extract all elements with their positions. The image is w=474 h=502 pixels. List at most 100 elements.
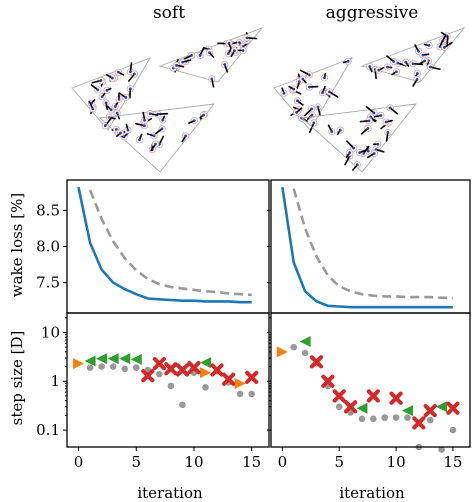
- turbine-dot: [366, 126, 370, 130]
- turbine: [181, 132, 190, 143]
- turbine-dot: [377, 68, 381, 72]
- turbine: [426, 63, 441, 71]
- turbine-dot: [411, 62, 415, 66]
- x-tick-label: 10: [387, 453, 406, 471]
- farm-boundary: [360, 26, 466, 83]
- step-size-aggressive-point-triangle-left: [299, 336, 311, 348]
- turbine: [124, 123, 132, 134]
- turbine-dot: [208, 51, 211, 54]
- turbine: [154, 110, 169, 118]
- turbine-dot: [355, 163, 359, 167]
- turbine-dot: [115, 111, 119, 115]
- turbine-move: [304, 108, 313, 117]
- turbine-dot: [428, 65, 432, 69]
- turbine-dot: [132, 72, 136, 76]
- x-tick-label: 0: [278, 453, 288, 471]
- turbine: [126, 85, 134, 99]
- turbine: [199, 111, 208, 119]
- step-size-aggressive-panel: 0 5 10 15: [267, 312, 471, 471]
- column-title-soft: soft: [153, 3, 185, 23]
- turbine: [111, 102, 119, 111]
- turbine: [288, 85, 298, 93]
- turbine: [280, 87, 288, 97]
- turbine: [372, 140, 382, 148]
- turbine: [146, 132, 158, 140]
- turbine: [336, 126, 344, 136]
- step-size-soft-point-triangle-left: [84, 355, 96, 367]
- turbine-dot: [296, 99, 299, 103]
- xlabel-soft: iteration: [137, 484, 203, 502]
- step-size-soft-point-triangle-right: [200, 367, 212, 379]
- step-size-aggressive-point-circle: [290, 343, 298, 351]
- turbine-dot: [310, 113, 314, 117]
- step-size-aggressive-point-circle: [358, 415, 366, 423]
- turbine-dot: [161, 118, 165, 122]
- step-size-aggressive-point-x: [366, 389, 380, 403]
- turbine-dot: [307, 73, 311, 77]
- turbine: [413, 69, 421, 79]
- turbine: [414, 44, 423, 55]
- farm-boundary: [300, 103, 418, 173]
- turbine-dot: [310, 107, 314, 111]
- turbine: [384, 128, 392, 142]
- turbine: [412, 75, 421, 87]
- turbine-move: [446, 35, 449, 46]
- turbine: [146, 110, 158, 118]
- turbine: [102, 99, 110, 110]
- turbine-move: [135, 122, 146, 127]
- turbine-move: [104, 118, 112, 127]
- turbine: [225, 39, 233, 52]
- turbine: [366, 62, 374, 73]
- wake-loss-aggressive-panel: [267, 179, 471, 314]
- turbine: [375, 66, 385, 74]
- turbine-dot: [113, 105, 117, 108]
- turbine-dot: [104, 101, 108, 105]
- turbine-dot: [292, 87, 296, 91]
- turbine: [320, 72, 329, 82]
- turbine: [318, 85, 327, 97]
- turbine-move: [412, 62, 424, 66]
- turbine-dot: [226, 52, 230, 56]
- step-size-soft-point-triangle-left: [96, 353, 108, 365]
- step-size-soft-point-triangle-left: [200, 357, 212, 369]
- turbine-move: [199, 46, 205, 57]
- step-size-soft-frame: [66, 312, 270, 448]
- step-size-soft-point-circle: [167, 382, 175, 390]
- turbine-dot: [99, 79, 103, 82]
- turbine-dot: [394, 70, 398, 74]
- turbine: [386, 55, 398, 66]
- turbine: [196, 46, 205, 59]
- turbine-dot: [181, 60, 184, 64]
- turbine-dot: [372, 152, 376, 155]
- turbine-dot: [316, 105, 320, 109]
- turbine-dot: [202, 113, 206, 117]
- turbine: [230, 46, 238, 58]
- turbine-move: [385, 131, 389, 142]
- turbine-dot: [96, 88, 100, 92]
- turbine-dot: [372, 111, 376, 115]
- turbine: [402, 58, 410, 67]
- step-size-aggressive-point-triangle-left: [436, 401, 448, 413]
- step-size-aggressive-point-triangle-right: [276, 346, 288, 358]
- turbine: [178, 58, 192, 66]
- y-tick-label: 1: [50, 372, 60, 390]
- turbine: [314, 103, 322, 116]
- turbine-dot: [427, 43, 431, 47]
- x-tick-label: 0: [74, 453, 84, 471]
- turbine-dot: [404, 60, 408, 64]
- turbine-move: [359, 120, 370, 123]
- wind-farm-layouts: [71, 26, 466, 173]
- turbine: [116, 129, 125, 137]
- step-size-aggressive-point-x: [321, 374, 335, 388]
- turbine: [135, 133, 144, 144]
- turbine-dot: [152, 134, 156, 138]
- turbine: [423, 41, 433, 49]
- turbine: [154, 125, 166, 135]
- turbine-dot: [421, 53, 425, 57]
- turbine: [419, 57, 429, 65]
- turbine-dot: [238, 41, 241, 44]
- turbine-move: [328, 91, 339, 98]
- wake-loss-aggressive-line-solid: [281, 187, 453, 309]
- turbine-dot: [376, 142, 380, 146]
- y-tick-label: 8.5: [36, 201, 60, 219]
